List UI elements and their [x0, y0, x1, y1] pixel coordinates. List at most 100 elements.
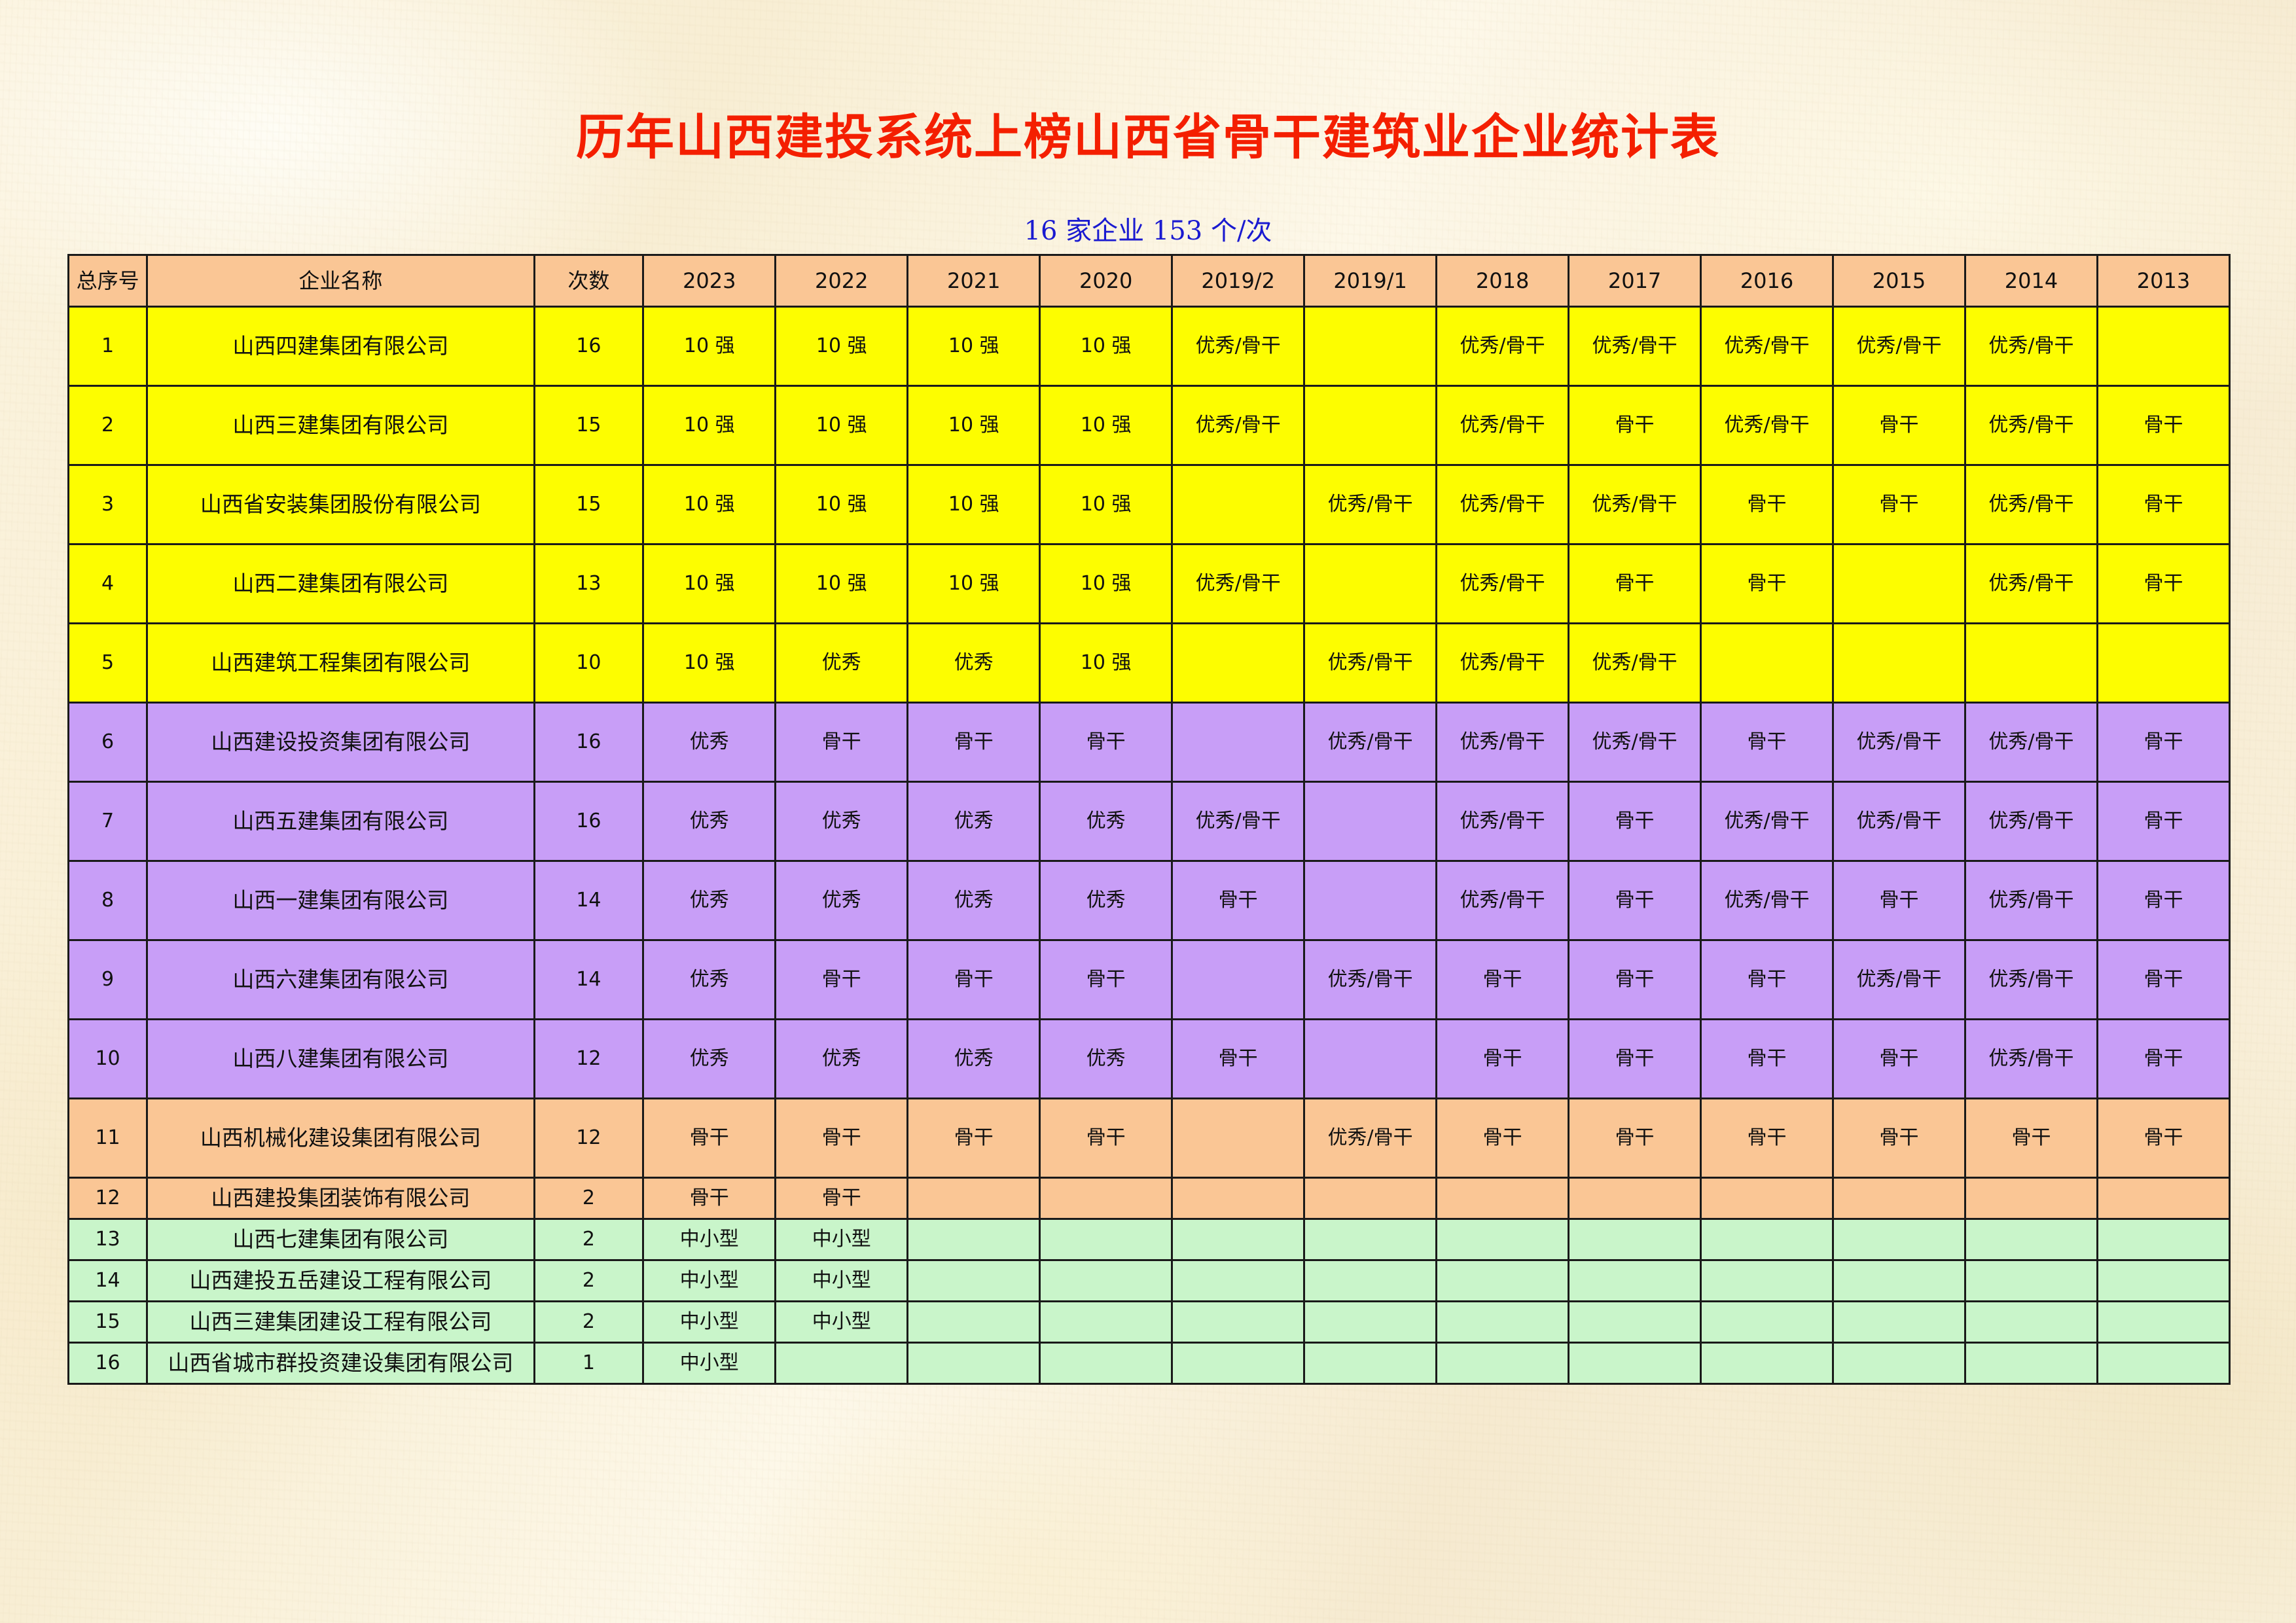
award-cell-2019-1	[1303, 1177, 1438, 1220]
appearance-count: 14	[533, 860, 645, 941]
award-cell-2020: 骨干	[1039, 939, 1174, 1020]
award-cell-2020: 10 强	[1039, 464, 1174, 545]
award-cell-2019-1	[1303, 306, 1438, 387]
award-cell-2019-2: 优秀/骨干	[1171, 543, 1306, 624]
award-cell-2021: 骨干	[906, 939, 1041, 1020]
award-cell-2014	[1964, 1300, 2098, 1344]
award-cell-2015: 优秀/骨干	[1832, 306, 1966, 387]
row-index: 9	[67, 939, 149, 1020]
award-cell-2020	[1039, 1259, 1174, 1302]
award-cell-2014	[1964, 622, 2098, 704]
row-index: 1	[67, 306, 149, 387]
table-row: 14 山西建投五岳建设工程有限公司 2 中小型 中小型	[67, 1259, 2231, 1302]
company-name: 山西三建集团有限公司	[146, 385, 535, 466]
award-cell-2016	[1700, 1218, 1835, 1261]
award-cell-2013	[2096, 622, 2231, 704]
award-cell-2015	[1832, 622, 1966, 704]
award-cell-2019-2	[1171, 1300, 1306, 1344]
row-index: 5	[67, 622, 149, 704]
award-cell-2019-2	[1171, 1218, 1306, 1261]
table-row: 16 山西省城市群投资建设集团有限公司 1 中小型	[67, 1342, 2231, 1385]
award-cell-2014: 优秀/骨干	[1964, 860, 2098, 941]
award-cell-2017: 骨干	[1568, 781, 1702, 862]
company-name: 山西省安装集团股份有限公司	[146, 464, 535, 545]
award-cell-2022	[774, 1342, 909, 1385]
appearance-count: 2	[533, 1259, 645, 1302]
company-name: 山西八建集团有限公司	[146, 1018, 535, 1099]
award-cell-2013	[2096, 1177, 2231, 1220]
award-cell-2022: 10 强	[774, 385, 909, 466]
header-row: 总序号 企业名称 次数 2023 2022 2021 2020 2019/2 2…	[67, 254, 2231, 308]
page-title: 历年山西建投系统上榜山西省骨干建筑业企业统计表	[576, 109, 1720, 166]
award-cell-2021: 优秀	[906, 622, 1041, 704]
company-name: 山西建设投资集团有限公司	[146, 702, 535, 783]
company-name: 山西四建集团有限公司	[146, 306, 535, 387]
award-cell-2014: 优秀/骨干	[1964, 781, 2098, 862]
company-name: 山西五建集团有限公司	[146, 781, 535, 862]
award-cell-2013: 骨干	[2096, 464, 2231, 545]
appearance-count: 2	[533, 1300, 645, 1344]
header-year-2023: 2023	[642, 254, 777, 308]
row-index: 6	[67, 702, 149, 783]
award-cell-2014: 骨干	[1964, 1097, 2098, 1179]
award-cell-2019-1	[1303, 1259, 1438, 1302]
award-cell-2016: 骨干	[1700, 939, 1835, 1020]
award-cell-2017	[1568, 1300, 1702, 1344]
company-name: 山西建投五岳建设工程有限公司	[146, 1259, 535, 1302]
award-cell-2019-1	[1303, 1218, 1438, 1261]
award-cell-2016: 骨干	[1700, 1097, 1835, 1179]
award-cell-2021: 骨干	[906, 1097, 1041, 1179]
award-cell-2015	[1832, 1259, 1966, 1302]
award-cell-2021: 10 强	[906, 306, 1041, 387]
award-cell-2021	[906, 1218, 1041, 1261]
table-row: 11 山西机械化建设集团有限公司 12 骨干 骨干 骨干 骨干 优秀/骨干 骨干 骨干 骨干 骨干 骨干…	[67, 1097, 2231, 1179]
award-cell-2018: 优秀/骨干	[1435, 385, 1570, 466]
appearance-count: 16	[533, 702, 645, 783]
company-name: 山西六建集团有限公司	[146, 939, 535, 1020]
award-cell-2023: 优秀	[642, 860, 777, 941]
award-cell-2016	[1700, 622, 1835, 704]
header-year-2018: 2018	[1435, 254, 1570, 308]
award-cell-2020: 10 强	[1039, 385, 1174, 466]
award-cell-2023: 10 强	[642, 464, 777, 545]
award-cell-2018: 优秀/骨干	[1435, 702, 1570, 783]
award-cell-2015: 骨干	[1832, 1097, 1966, 1179]
company-name: 山西建投集团装饰有限公司	[146, 1177, 535, 1220]
table-row: 9 山西六建集团有限公司 14 优秀 骨干 骨干 骨干 优秀/骨干 骨干 骨干 骨干 优秀/骨干 优秀/…	[67, 939, 2231, 1020]
award-cell-2023: 中小型	[642, 1218, 777, 1261]
appearance-count: 2	[533, 1177, 645, 1220]
company-name: 山西机械化建设集团有限公司	[146, 1097, 535, 1179]
award-cell-2013	[2096, 1259, 2231, 1302]
row-index: 8	[67, 860, 149, 941]
award-cell-2019-1	[1303, 385, 1438, 466]
award-cell-2022: 优秀	[774, 860, 909, 941]
award-cell-2015: 骨干	[1832, 385, 1966, 466]
award-cell-2014	[1964, 1218, 2098, 1261]
award-cell-2019-2	[1171, 939, 1306, 1020]
award-cell-2019-2	[1171, 464, 1306, 545]
award-cell-2021: 优秀	[906, 1018, 1041, 1099]
award-cell-2019-2	[1171, 702, 1306, 783]
award-cell-2020: 10 强	[1039, 306, 1174, 387]
award-cell-2022: 10 强	[774, 464, 909, 545]
appearance-count: 14	[533, 939, 645, 1020]
award-cell-2014: 优秀/骨干	[1964, 939, 2098, 1020]
award-cell-2015: 优秀/骨干	[1832, 781, 1966, 862]
award-cell-2013	[2096, 306, 2231, 387]
award-cell-2022: 骨干	[774, 939, 909, 1020]
award-cell-2018: 骨干	[1435, 1018, 1570, 1099]
award-cell-2019-1: 优秀/骨干	[1303, 702, 1438, 783]
award-cell-2013: 骨干	[2096, 385, 2231, 466]
table-row: 13 山西七建集团有限公司 2 中小型 中小型	[67, 1218, 2231, 1261]
award-cell-2023: 中小型	[642, 1300, 777, 1344]
appearance-count: 16	[533, 781, 645, 862]
award-cell-2023: 中小型	[642, 1342, 777, 1385]
award-cell-2018: 优秀/骨干	[1435, 622, 1570, 704]
award-cell-2019-1: 优秀/骨干	[1303, 939, 1438, 1020]
table-body: 1 山西四建集团有限公司 16 10 强 10 强 10 强 10 强优秀/骨干 优秀/骨干优…	[67, 306, 2231, 1385]
award-cell-2013: 骨干	[2096, 939, 2231, 1020]
award-cell-2015: 优秀/骨干	[1832, 939, 1966, 1020]
table-row: 1 山西四建集团有限公司 16 10 强 10 强 10 强 10 强优秀/骨干 优秀/骨干优…	[67, 306, 2231, 387]
award-cell-2018: 优秀/骨干	[1435, 860, 1570, 941]
award-cell-2015: 优秀/骨干	[1832, 702, 1966, 783]
